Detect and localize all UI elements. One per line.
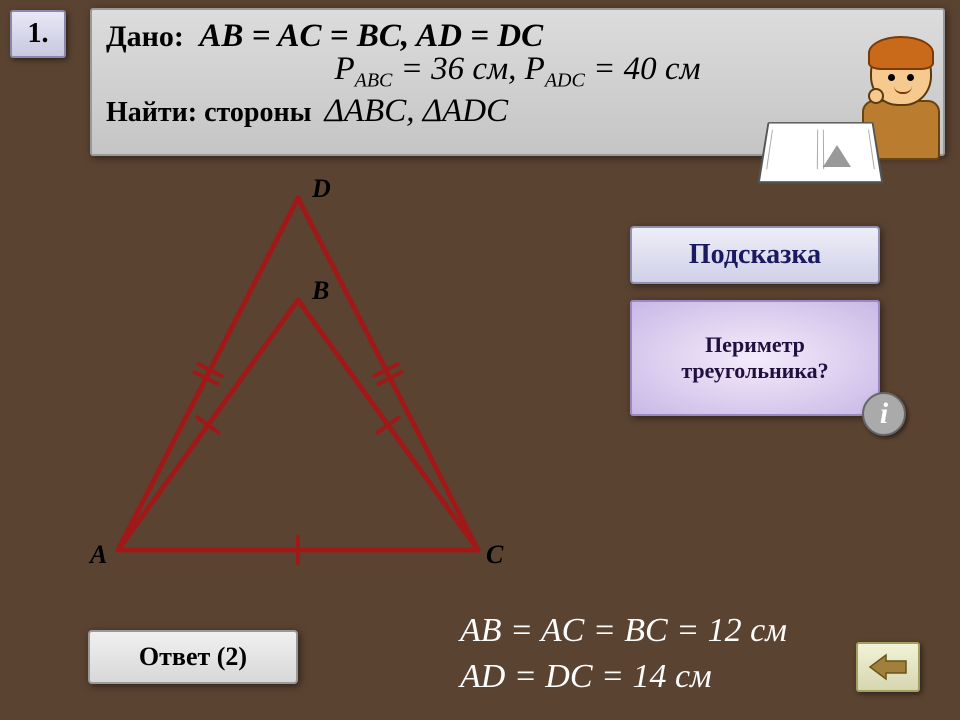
book-triangle-icon (823, 145, 851, 167)
open-book-icon (757, 122, 883, 183)
find-label: Найти: стороны (106, 97, 312, 128)
vertex-label-a: A (90, 540, 107, 570)
find-equation: ΔABC, ΔADC (325, 93, 509, 129)
triangle-figure: D B A C (78, 180, 518, 580)
back-arrow-icon (868, 652, 908, 682)
given-equation-1: AB = AC = BC, AD = DC (199, 18, 543, 54)
student-hand (868, 88, 884, 104)
vertex-label-d: D (312, 174, 331, 204)
given-label: Дано: (106, 20, 184, 53)
answer-row-2: AD = DC = 14 см (460, 654, 787, 700)
answer-row-1: AB = AC = BC = 12 см (460, 608, 787, 654)
info-glyph: i (880, 397, 888, 431)
answer-values: AB = AC = BC = 12 см AD = DC = 14 см (460, 608, 787, 700)
vertex-label-b: B (312, 276, 329, 306)
answer-button-label: Ответ (2) (139, 642, 247, 672)
hint-panel: Периметр треугольника? (630, 300, 880, 416)
triangle-svg (78, 180, 518, 580)
hint-button-label: Подсказка (689, 239, 821, 271)
eye-icon (907, 74, 914, 81)
student-hair (868, 36, 934, 70)
mouth-icon (894, 86, 912, 94)
hint-button[interactable]: Подсказка (630, 226, 880, 284)
back-button[interactable] (856, 642, 920, 692)
answer-button[interactable]: Ответ (2) (88, 630, 298, 684)
vertex-label-c: C (486, 540, 503, 570)
hint-text: Периметр треугольника? (640, 332, 870, 384)
student-illustration (763, 40, 948, 185)
problem-number-badge: 1. (10, 10, 66, 58)
eye-icon (888, 74, 895, 81)
problem-number: 1. (28, 18, 49, 50)
info-icon[interactable]: i (862, 392, 906, 436)
